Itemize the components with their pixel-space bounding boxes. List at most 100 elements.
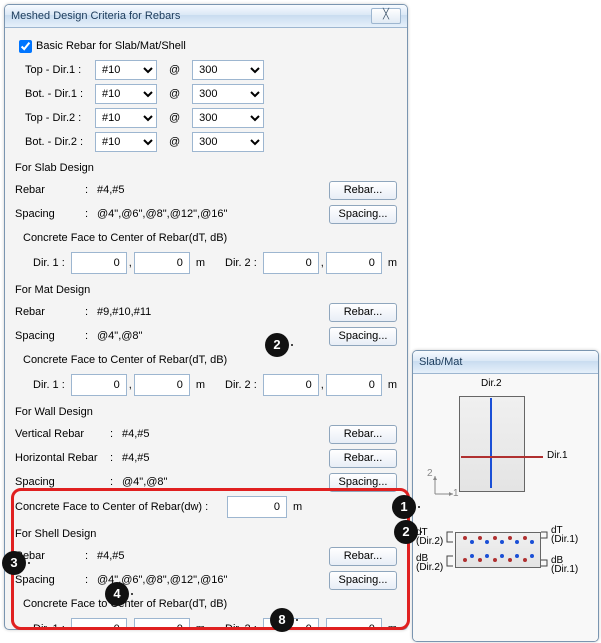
mat-spacing-label: Spacing <box>15 330 85 342</box>
mat-rebar-button[interactable]: Rebar... <box>329 303 397 322</box>
wall-spacing-label: Spacing <box>15 476 110 488</box>
shell-spacing-button[interactable]: Spacing... <box>329 571 397 590</box>
wall-title: For Wall Design <box>15 406 397 418</box>
basic-row-label: Top - Dir.2 : <box>25 112 95 124</box>
dir2-label: Dir.2 <box>481 378 502 389</box>
shell-dir2-db[interactable] <box>326 618 382 630</box>
shell-dir2-label: Dir. 2 : <box>225 623 263 630</box>
shell-dir1-label: Dir. 1 : <box>33 623 71 630</box>
main-titlebar: Meshed Design Criteria for Rebars ╳ <box>5 5 407 28</box>
basic-spacing-select[interactable]: 300 <box>192 132 264 152</box>
wall-conc-val[interactable] <box>227 496 287 518</box>
dir2-line <box>490 398 492 488</box>
db-dir2-label: dB(Dir.2) <box>416 554 443 572</box>
mat-dir2-label: Dir. 2 : <box>225 379 263 391</box>
at-label: @ <box>169 112 180 124</box>
at-label: @ <box>169 88 180 100</box>
basic-checkbox-label: Basic Rebar for Slab/Mat/Shell <box>36 40 186 52</box>
wall-hrebar-button[interactable]: Rebar... <box>329 449 397 468</box>
top-dots2 <box>470 540 534 544</box>
mat-dir1-db[interactable] <box>134 374 190 396</box>
slab-title: For Slab Design <box>15 162 397 174</box>
basic-spacing-select[interactable]: 300 <box>192 108 264 128</box>
basic-spacing-select[interactable]: 300 <box>192 84 264 104</box>
slab-spacing-button[interactable]: Spacing... <box>329 205 397 224</box>
mat-unit2: m <box>388 379 397 391</box>
wall-vrebar-label: Vertical Rebar <box>15 428 110 440</box>
slabmat-titlebar: Slab/Mat <box>413 351 598 374</box>
mat-dir1-label: Dir. 1 : <box>33 379 71 391</box>
at-label: @ <box>169 136 180 148</box>
mat-dir1-dt[interactable] <box>71 374 127 396</box>
db-dir1-label: dB(Dir.1) <box>551 556 578 574</box>
shell-conc-label: Concrete Face to Center of Rebar(dT, dB) <box>23 598 227 610</box>
slab-conc-label: Concrete Face to Center of Rebar(dT, dB) <box>23 232 227 244</box>
shell-unit2: m <box>388 623 397 630</box>
basic-checkbox-row: Basic Rebar for Slab/Mat/Shell <box>15 36 397 56</box>
dir1-line <box>461 456 543 458</box>
basic-rebar-select[interactable]: #10 <box>95 132 157 152</box>
dt-dir2-label: dT(Dir.2) <box>416 528 443 546</box>
basic-rebar-select[interactable]: #10 <box>95 84 157 104</box>
wall-hrebar-label: Horizontal Rebar <box>15 452 110 464</box>
mat-dir2-dt[interactable] <box>263 374 319 396</box>
slab-dir2-label: Dir. 2 : <box>225 257 263 269</box>
shell-dir1-dt[interactable] <box>71 618 127 630</box>
slab-rebar-label: Rebar <box>15 184 85 196</box>
shell-rebar-val: #4,#5 <box>97 550 125 562</box>
shell-rebar-button[interactable]: Rebar... <box>329 547 397 566</box>
slab-unit1: m <box>196 257 205 269</box>
main-title: Meshed Design Criteria for Rebars <box>11 10 371 22</box>
shell-dir2-dt[interactable] <box>263 618 319 630</box>
left-brackets-icon <box>443 530 455 570</box>
basic-row-label: Top - Dir.1 : <box>25 64 95 76</box>
dt-dir1-label: dT(Dir.1) <box>551 526 578 544</box>
dir1-label: Dir.1 <box>547 450 568 461</box>
slab-spacing-label: Spacing <box>15 208 85 220</box>
slab-dir1-label: Dir. 1 : <box>33 257 71 269</box>
basic-checkbox[interactable] <box>19 40 32 53</box>
basic-row-label: Bot. - Dir.2 : <box>25 136 95 148</box>
axes2: 2 <box>427 468 433 479</box>
basic-row-1: Bot. - Dir.1 :#10 @300 <box>25 84 397 104</box>
wall-conc-label: Concrete Face to Center of Rebar(dw) : <box>15 501 215 513</box>
wall-spacing-val: @4",@8" <box>122 476 167 488</box>
slab-dir2-db[interactable] <box>326 252 382 274</box>
slab-unit2: m <box>388 257 397 269</box>
main-window: Meshed Design Criteria for Rebars ╳ Basi… <box>4 4 408 630</box>
mat-rebar-val: #9,#10,#11 <box>97 306 151 318</box>
slab-rebar-val: #4,#5 <box>97 184 125 196</box>
slab-dir1-db[interactable] <box>134 252 190 274</box>
slab-rebar-button[interactable]: Rebar... <box>329 181 397 200</box>
shell-spacing-label: Spacing <box>15 574 85 586</box>
shell-dir1-db[interactable] <box>134 618 190 630</box>
basic-row-0: Top - Dir.1 :#10 @300 <box>25 60 397 80</box>
shell-spacing-val: @4",@6",@8",@12",@16" <box>97 574 227 586</box>
shell-rebar-label: Rebar <box>15 550 85 562</box>
shell-unit1: m <box>196 623 205 630</box>
bot-dots <box>463 558 527 562</box>
wall-vrebar-button[interactable]: Rebar... <box>329 425 397 444</box>
slab-top-box <box>459 396 525 492</box>
axes1: 1 <box>453 488 459 499</box>
mat-rebar-label: Rebar <box>15 306 85 318</box>
basic-rebar-select[interactable]: #10 <box>95 108 157 128</box>
basic-rebar-select[interactable]: #10 <box>95 60 157 80</box>
slab-spacing-val: @4",@6",@8",@12",@16" <box>97 208 227 220</box>
close-icon[interactable]: ╳ <box>371 8 401 24</box>
at-label: @ <box>169 64 180 76</box>
basic-row-3: Bot. - Dir.2 :#10 @300 <box>25 132 397 152</box>
slab-dir1-dt[interactable] <box>71 252 127 274</box>
mat-dir2-db[interactable] <box>326 374 382 396</box>
mat-unit1: m <box>196 379 205 391</box>
basic-row-label: Bot. - Dir.1 : <box>25 88 95 100</box>
mat-spacing-val: @4",@8" <box>97 330 142 342</box>
wall-vrebar-val: #4,#5 <box>122 428 150 440</box>
right-brackets-icon <box>539 530 551 570</box>
slabmat-title: Slab/Mat <box>419 356 592 368</box>
slab-dir2-dt[interactable] <box>263 252 319 274</box>
basic-spacing-select[interactable]: 300 <box>192 60 264 80</box>
mat-spacing-button[interactable]: Spacing... <box>329 327 397 346</box>
wall-spacing-button[interactable]: Spacing... <box>329 473 397 492</box>
wall-unit: m <box>293 501 302 513</box>
